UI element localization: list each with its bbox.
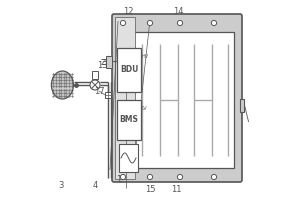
- Circle shape: [147, 20, 153, 26]
- Text: 1: 1: [116, 174, 122, 184]
- Bar: [119, 144, 138, 172]
- Text: 15: 15: [145, 184, 155, 193]
- Text: BMS: BMS: [120, 116, 138, 124]
- Text: 14: 14: [173, 6, 183, 16]
- Circle shape: [90, 80, 100, 90]
- Ellipse shape: [51, 71, 74, 99]
- Text: 13: 13: [97, 62, 107, 71]
- Text: 17: 17: [94, 87, 104, 96]
- Bar: [115, 17, 135, 179]
- FancyBboxPatch shape: [112, 14, 242, 182]
- Circle shape: [120, 174, 126, 180]
- Circle shape: [212, 174, 217, 180]
- Bar: [105, 92, 111, 98]
- Bar: [240, 99, 244, 112]
- Bar: [92, 71, 98, 79]
- Text: 12: 12: [123, 6, 133, 16]
- Circle shape: [212, 20, 217, 26]
- Bar: [117, 100, 141, 140]
- Circle shape: [147, 174, 153, 180]
- Circle shape: [120, 20, 126, 26]
- Text: 3: 3: [58, 181, 64, 190]
- Text: 11: 11: [171, 184, 181, 193]
- Circle shape: [177, 174, 183, 180]
- Text: BDU: BDU: [120, 66, 138, 74]
- Bar: [134, 32, 234, 168]
- Text: 4: 4: [92, 181, 98, 190]
- Bar: [106, 56, 112, 68]
- Text: LV: LV: [142, 106, 148, 110]
- Text: HV: HV: [142, 54, 149, 60]
- Circle shape: [177, 20, 183, 26]
- Bar: [117, 48, 141, 92]
